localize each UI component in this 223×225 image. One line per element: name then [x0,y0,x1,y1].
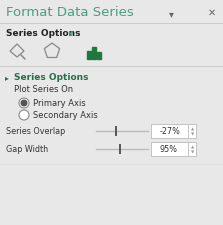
Text: ▼: ▼ [191,150,194,154]
Text: 95%: 95% [160,145,178,154]
Text: ▸: ▸ [5,73,9,82]
Text: -27%: -27% [160,127,181,136]
Circle shape [21,101,27,106]
Bar [97,53,101,60]
Text: ▼: ▼ [191,132,194,136]
Text: Gap Width: Gap Width [6,145,48,154]
Text: Series Options: Series Options [14,73,89,82]
Text: Format Data Series: Format Data Series [6,7,134,19]
Circle shape [19,99,29,108]
Text: Primary Axis: Primary Axis [33,99,86,108]
Bar [87,52,91,60]
Text: ∨: ∨ [68,29,74,38]
Text: Plot Series On: Plot Series On [14,85,73,94]
Text: ▲: ▲ [191,127,194,131]
Polygon shape [107,62,117,67]
FancyBboxPatch shape [151,124,196,138]
Text: Series Options: Series Options [6,28,81,37]
Text: ✕: ✕ [208,8,216,18]
Text: ▾: ▾ [169,9,174,19]
FancyBboxPatch shape [151,142,196,156]
Text: ▲: ▲ [191,145,194,149]
Text: Secondary Axis: Secondary Axis [33,111,98,120]
Bar [92,48,96,60]
Circle shape [19,110,29,120]
Text: Series Overlap: Series Overlap [6,127,65,136]
